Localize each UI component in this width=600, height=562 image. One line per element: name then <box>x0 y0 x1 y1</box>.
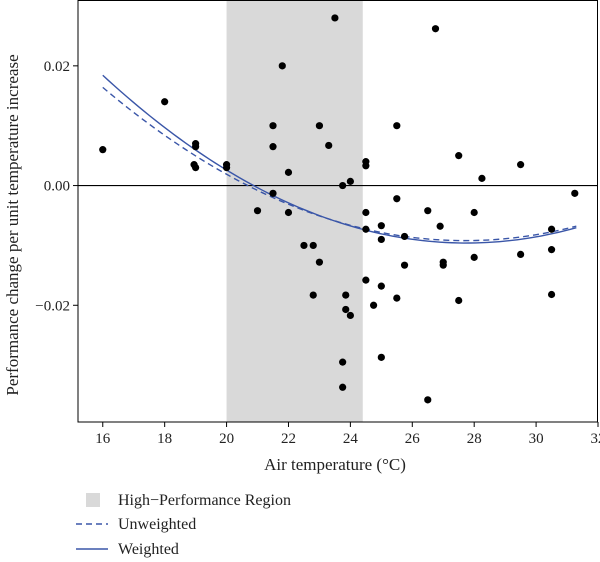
axes-layer: 16 18 20 22 24 26 28 30 32 0.02 0.00 −0.02 <box>35 0 600 447</box>
data-point <box>222 164 231 172</box>
data-point <box>346 311 354 320</box>
data-point <box>346 177 354 185</box>
data-point <box>431 25 440 33</box>
x-tick-label: 26 <box>405 431 421 447</box>
high-performance-region-band <box>226 0 363 422</box>
x-tick-label: 22 <box>281 431 296 447</box>
data-point <box>315 122 324 130</box>
x-tick-label: 32 <box>591 431 600 447</box>
data-point <box>362 276 370 284</box>
data-point <box>161 98 169 106</box>
data-point <box>517 161 525 169</box>
data-point <box>377 282 385 290</box>
data-point <box>571 189 579 197</box>
data-point <box>339 358 347 366</box>
data-point <box>455 152 463 160</box>
data-point <box>400 261 409 269</box>
data-point <box>362 225 370 233</box>
data-point <box>342 291 350 299</box>
data-point <box>278 62 286 70</box>
data-point <box>424 396 432 404</box>
data-point <box>331 14 339 22</box>
data-point <box>315 258 324 266</box>
legend-label: Weighted <box>118 541 179 558</box>
x-tick-label: 24 <box>343 431 359 447</box>
x-tick-label: 30 <box>529 431 544 447</box>
x-tick-label: 20 <box>219 431 234 447</box>
y-tick-label: 0.00 <box>44 179 70 195</box>
x-tick-label: 16 <box>95 431 111 447</box>
y-tick-label: −0.02 <box>35 298 70 314</box>
data-point <box>284 208 293 217</box>
data-point <box>377 235 385 244</box>
legend: High−Performance Region Unweighted Weighte… <box>76 492 291 558</box>
data-point <box>547 246 556 254</box>
data-point <box>284 168 293 176</box>
data-point <box>309 291 317 299</box>
data-point <box>192 164 200 172</box>
data-point <box>478 174 486 182</box>
data-point <box>192 143 200 151</box>
data-point <box>253 207 262 215</box>
curve-weighted <box>102 74 577 244</box>
data-point <box>400 232 409 241</box>
data-point <box>377 353 385 361</box>
data-point <box>436 222 444 230</box>
y-tick-label: 0.02 <box>44 59 70 75</box>
data-point <box>309 241 317 250</box>
data-point <box>369 301 378 309</box>
legend-swatch-region <box>86 493 100 507</box>
legend-label: Unweighted <box>118 516 196 533</box>
data-point <box>455 296 463 305</box>
x-tick-label: 18 <box>157 431 172 447</box>
data-point <box>269 122 277 130</box>
curve-layer <box>102 74 577 244</box>
data-point <box>362 208 370 217</box>
x-axis-title: Air temperature (°C) <box>264 455 406 474</box>
point-layer <box>99 14 579 404</box>
x-tick-label: 28 <box>467 431 482 447</box>
y-axis-title: Performance change per unit temperature … <box>3 54 22 395</box>
data-point <box>517 250 525 258</box>
data-point <box>300 241 308 250</box>
data-point <box>325 141 333 150</box>
data-point <box>339 383 347 391</box>
plot-frame <box>77 0 598 423</box>
data-point <box>547 225 556 233</box>
data-point <box>342 305 350 314</box>
data-point <box>547 290 556 299</box>
data-point <box>470 253 478 261</box>
legend-label: High−Performance Region <box>118 492 291 509</box>
data-point <box>377 222 385 230</box>
data-point <box>339 181 347 190</box>
high-performance-region-layer <box>226 0 363 422</box>
data-point <box>269 189 277 197</box>
data-point <box>269 143 277 151</box>
data-point <box>99 146 107 154</box>
data-point <box>424 207 432 215</box>
data-point <box>393 195 401 203</box>
data-point <box>393 122 401 130</box>
data-point <box>470 208 478 217</box>
data-point <box>439 258 447 266</box>
data-point <box>393 294 401 302</box>
data-point <box>362 162 370 170</box>
